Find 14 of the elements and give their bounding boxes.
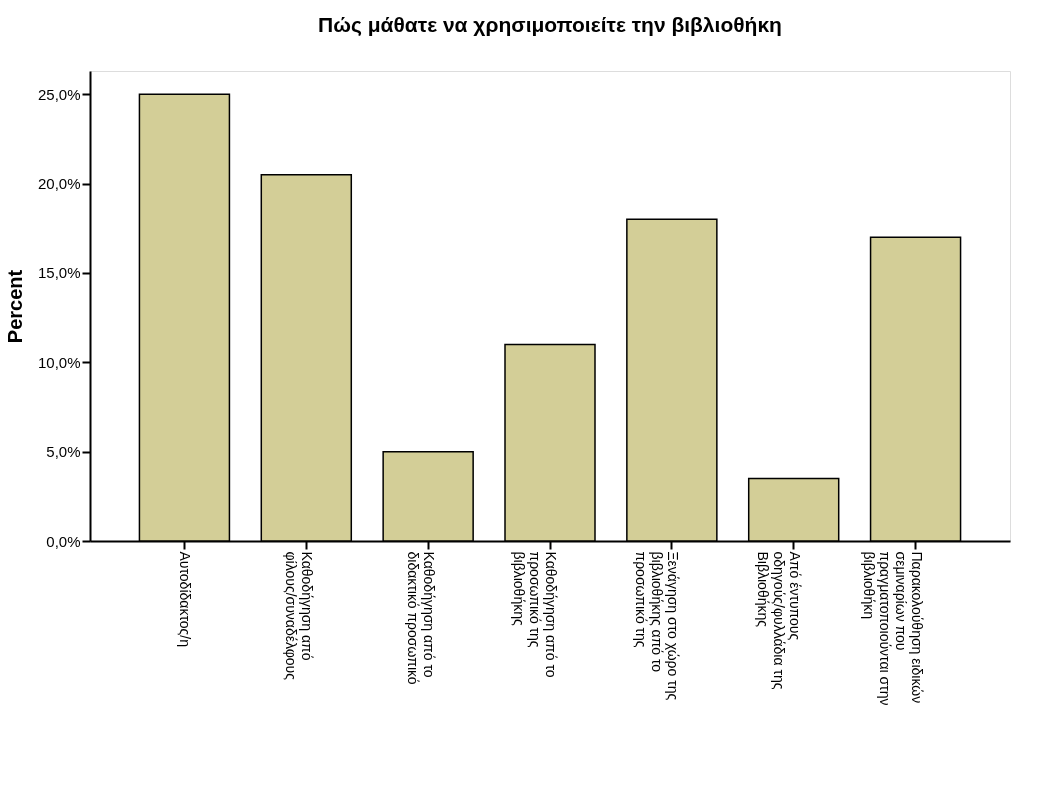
x-tick-label: Ξενάγηση στο χώρο της βιβλιοθήκης από το προσωπικό της (632, 551, 681, 701)
x-tick-label: Από έντυπους οδηγούς/φυλλάδια της Βιβλιοθήκης (754, 551, 803, 690)
y-tick-label: 25,0% (37, 85, 81, 103)
x-tick-label: Καθοδήγηση από φίλους/συναδέλφους (283, 551, 316, 681)
x-tick-label: Παρακολούθηση ειδικών σεμιναρίων που πραγματοποιούνται στην βιβλιοθήκη (860, 551, 925, 706)
y-axis-title: Percent (3, 269, 26, 344)
x-tick-label: Αυτοδίδακτος/η (177, 551, 194, 647)
chart-title: Πώς μάθατε να χρησιμοποιείτε την βιβλιοθήκη (318, 13, 782, 37)
y-tick-label: 10,0% (37, 353, 81, 371)
y-tick-label: 20,0% (37, 175, 81, 193)
y-tick-label: 15,0% (37, 264, 81, 282)
y-tick-label: 5,0% (46, 443, 81, 461)
y-tick-label: 0,0% (46, 532, 81, 550)
x-tick-label: Καθοδήγηση από το προσωπικό της βιβλιοθήκης (511, 551, 559, 678)
